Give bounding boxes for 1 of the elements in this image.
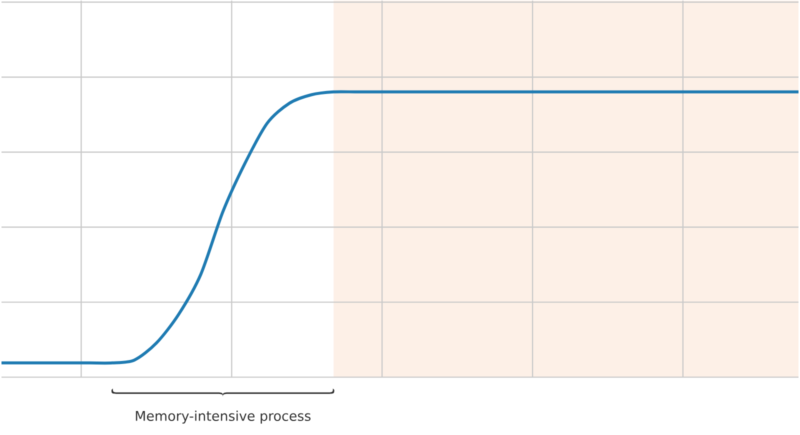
text: Memory-intensive process <box>136 410 311 424</box>
